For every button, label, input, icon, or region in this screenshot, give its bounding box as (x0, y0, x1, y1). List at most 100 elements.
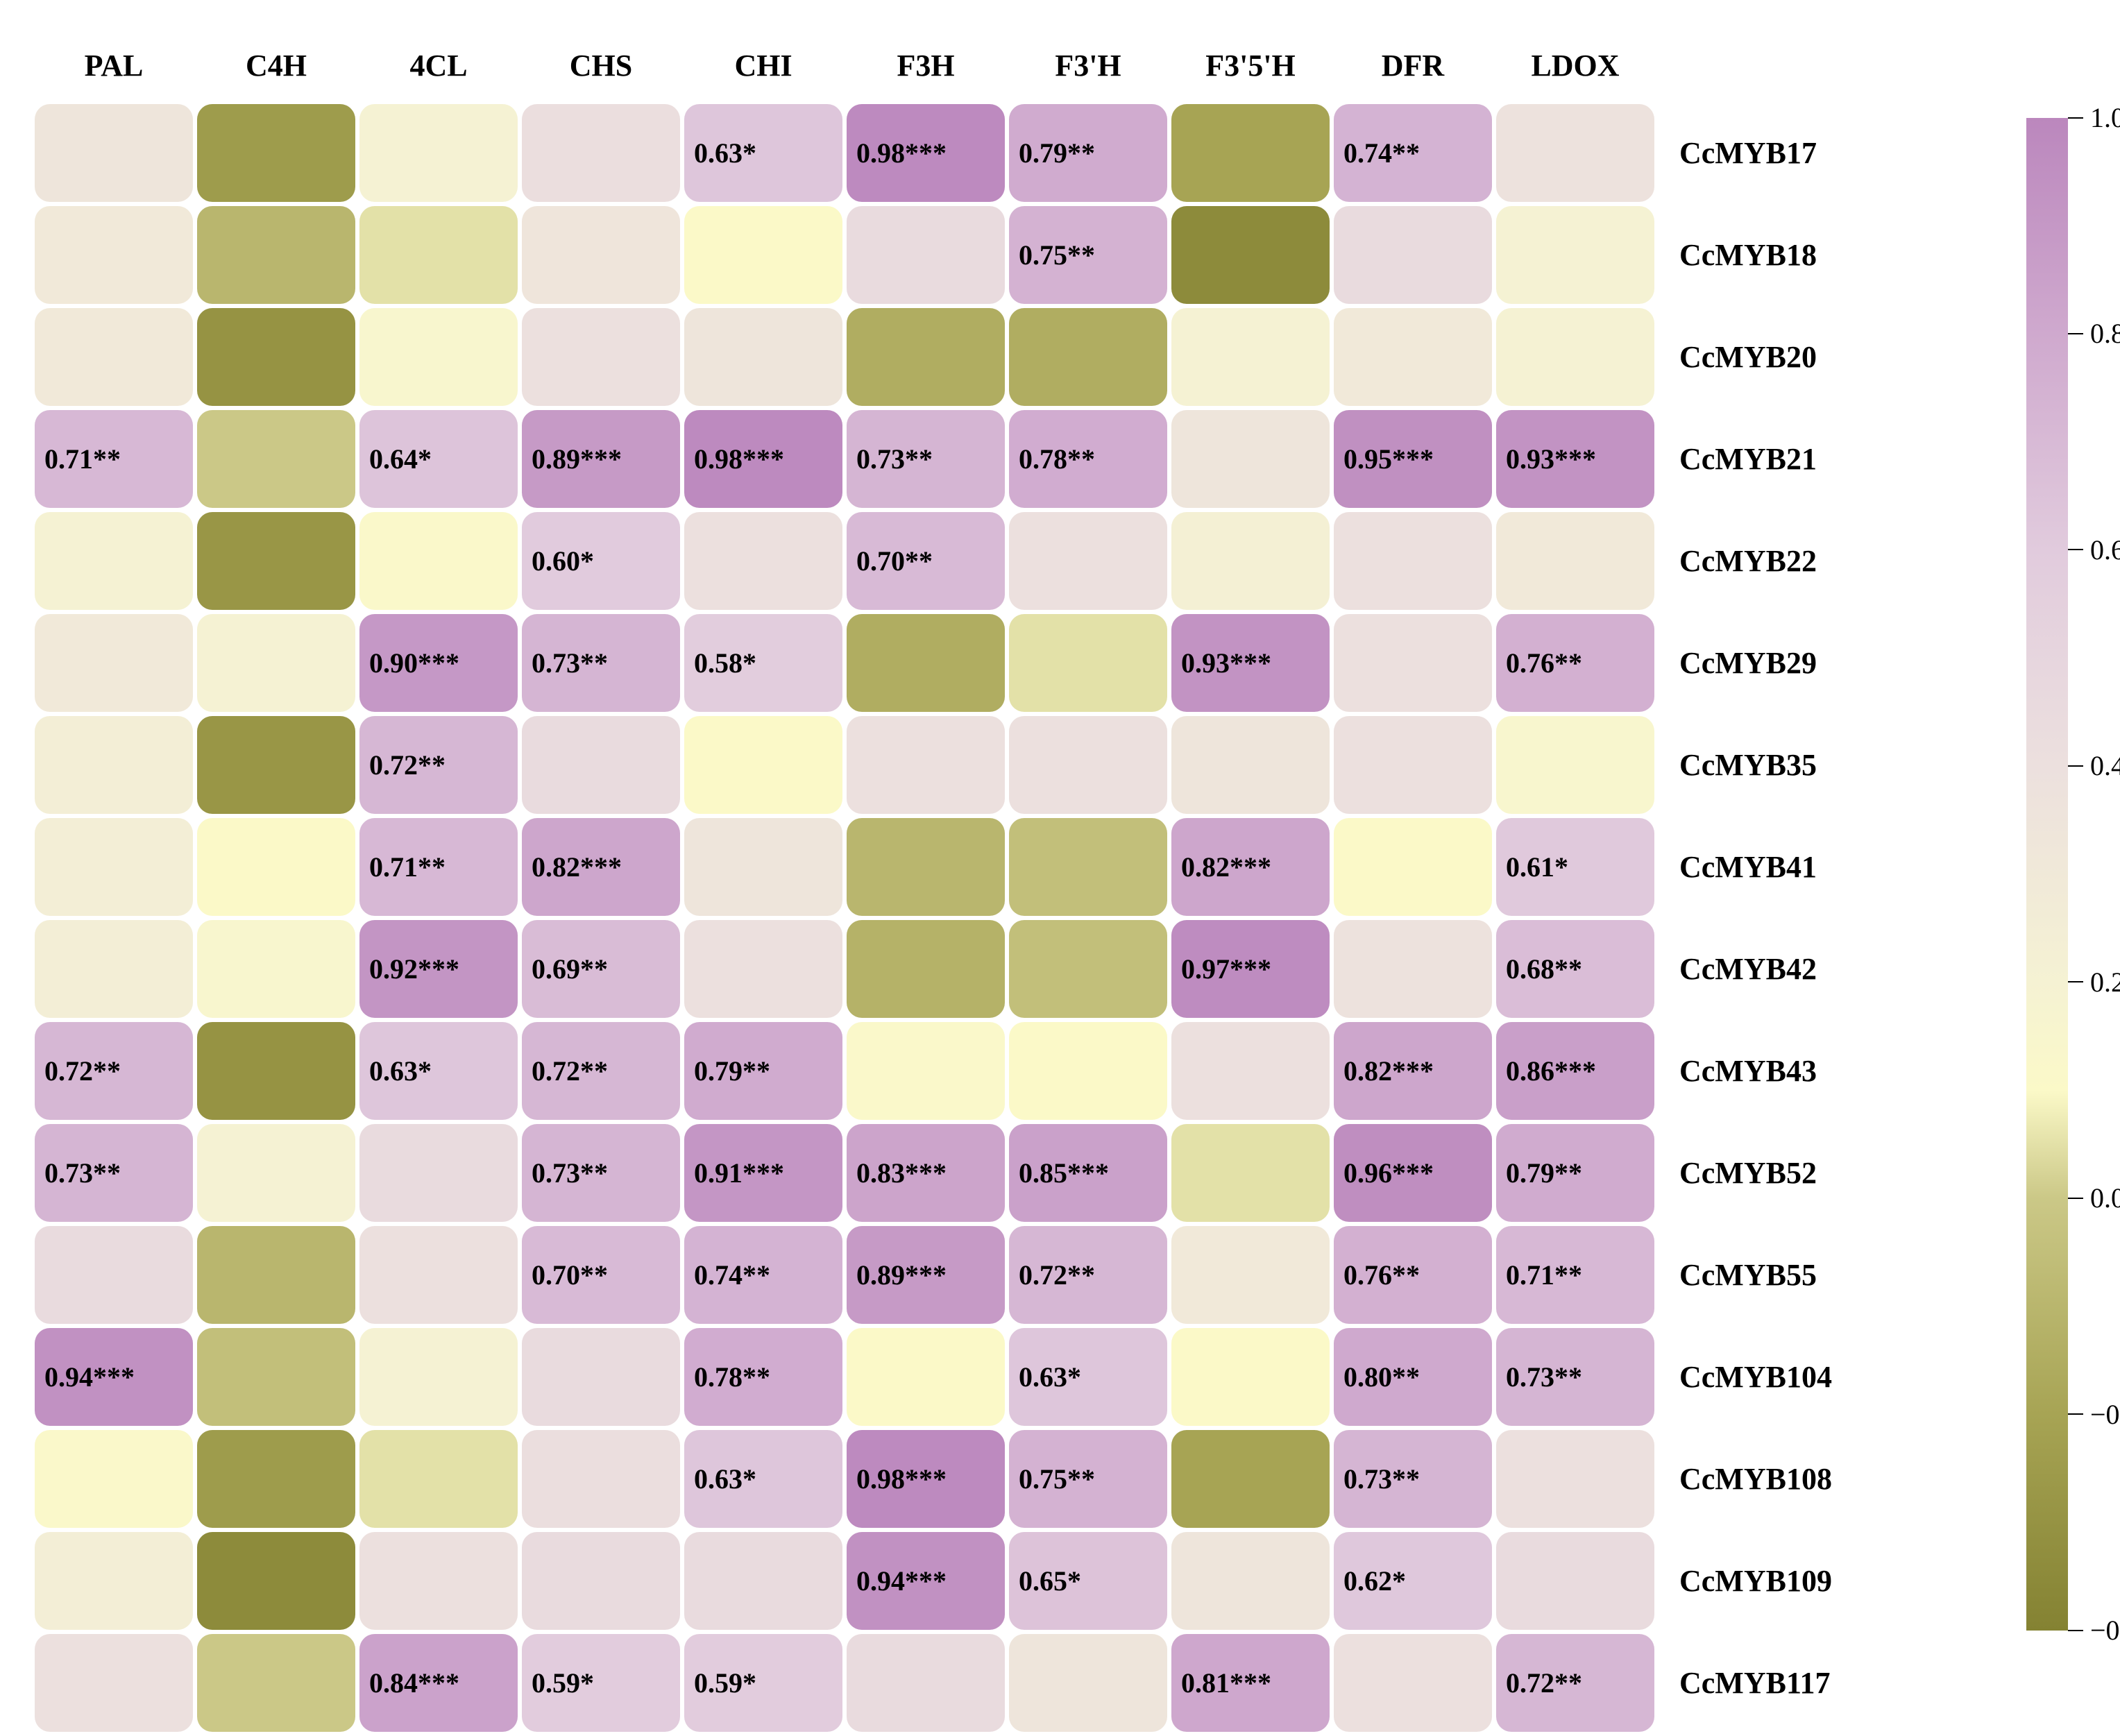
cell-value-label: 0.73** (856, 443, 933, 475)
heatmap-cell: 0.98*** (847, 104, 1005, 202)
heatmap-cell: 0.93*** (1171, 614, 1330, 712)
heatmap-cell: 0.71** (35, 410, 193, 508)
heatmap-cell (1171, 1532, 1330, 1630)
heatmap-cell (1009, 716, 1167, 814)
heatmap-cell: 0.81*** (1171, 1634, 1330, 1732)
row-label: CcMYB35 (1679, 716, 1832, 814)
heatmap-row: 0.72** (35, 716, 1659, 814)
heatmap-cell (1496, 716, 1654, 814)
heatmap-cell (197, 410, 355, 508)
colorbar-tick-label: −0.20 (2090, 1398, 2120, 1431)
heatmap-cell (847, 1634, 1005, 1732)
heatmap-cell (1496, 206, 1654, 304)
cell-value-label: 0.62* (1343, 1565, 1406, 1597)
colorbar-tick: 1.00 (2068, 101, 2120, 134)
cell-value-label: 0.92*** (369, 953, 459, 985)
heatmap-cell (1009, 512, 1167, 610)
heatmap-cell: 0.64* (359, 410, 518, 508)
heatmap-row: 0.75** (35, 206, 1659, 304)
heatmap-cell: 0.92*** (359, 920, 518, 1018)
cell-value-label: 0.72** (1019, 1259, 1095, 1291)
cell-value-label: 0.93*** (1506, 443, 1596, 475)
cell-value-label: 0.89*** (856, 1259, 947, 1291)
heatmap-cell (359, 104, 518, 202)
heatmap-cell (847, 716, 1005, 814)
heatmap-cell: 0.94*** (847, 1532, 1005, 1630)
row-label: CcMYB52 (1679, 1124, 1832, 1222)
cell-value-label: 0.98*** (856, 137, 947, 169)
heatmap-row: 0.71**0.82***0.82***0.61* (35, 818, 1659, 916)
tick-mark-icon (2068, 1630, 2083, 1631)
row-label: CcMYB20 (1679, 308, 1832, 406)
heatmap-cell: 0.72** (522, 1022, 680, 1120)
heatmap-cell (197, 206, 355, 304)
heatmap-cell: 0.74** (1334, 104, 1492, 202)
cell-value-label: 0.73** (532, 647, 608, 679)
heatmap-cell: 0.79** (1496, 1124, 1654, 1222)
tick-mark-icon (2068, 1198, 2083, 1199)
cell-value-label: 0.74** (694, 1259, 770, 1291)
column-header: PAL (35, 28, 193, 104)
heatmap-cell (1496, 1430, 1654, 1528)
row-label: CcMYB21 (1679, 410, 1832, 508)
colorbar-block: 1.000.800.600.400.200.00−0.20−0.40 (2026, 118, 2120, 1631)
row-label: CcMYB109 (1679, 1532, 1832, 1630)
heatmap-cell (359, 1124, 518, 1222)
heatmap-row: 0.60*0.70** (35, 512, 1659, 610)
heatmap-cell: 0.62* (1334, 1532, 1492, 1630)
heatmap-cell: 0.71** (1496, 1226, 1654, 1324)
heatmap-cell: 0.72** (35, 1022, 193, 1120)
colorbar-gradient (2026, 118, 2068, 1631)
heatmap-cell (35, 818, 193, 916)
heatmap-cell: 0.72** (1009, 1226, 1167, 1324)
cell-value-label: 0.70** (856, 545, 933, 577)
cell-value-label: 0.63* (1019, 1361, 1081, 1393)
cell-value-label: 0.95*** (1343, 443, 1434, 475)
heatmap-cell (684, 512, 842, 610)
heatmap-cell: 0.78** (684, 1328, 842, 1426)
heatmap-cell (35, 614, 193, 712)
heatmap-cell (359, 1226, 518, 1324)
heatmap-cell (359, 308, 518, 406)
tick-mark-icon (2068, 765, 2083, 767)
cell-value-label: 0.59* (694, 1667, 756, 1699)
heatmap-cell (684, 308, 842, 406)
cell-value-label: 0.68** (1506, 953, 1582, 985)
heatmap-cell (35, 1226, 193, 1324)
heatmap-cell (35, 1634, 193, 1732)
heatmap-cell (847, 1022, 1005, 1120)
heatmap-cell (1171, 308, 1330, 406)
heatmap-cell: 0.91*** (684, 1124, 842, 1222)
cell-value-label: 0.98*** (694, 443, 784, 475)
cell-value-label: 0.71** (1506, 1259, 1582, 1291)
heatmap-cell (197, 1328, 355, 1426)
heatmap-cell (35, 1430, 193, 1528)
heatmap-cell (847, 206, 1005, 304)
heatmap-cell (847, 920, 1005, 1018)
heatmap-cell: 0.89*** (847, 1226, 1005, 1324)
cell-value-label: 0.82*** (1181, 851, 1271, 883)
grid-and-row-labels: 0.63*0.98***0.79**0.74**0.75**0.71**0.64… (35, 104, 1832, 1736)
heatmap-cell (197, 308, 355, 406)
tick-mark-icon (2068, 333, 2083, 334)
heatmap-cell (1009, 308, 1167, 406)
heatmap-cell (1009, 614, 1167, 712)
heatmap-row: 0.63*0.98***0.79**0.74** (35, 104, 1659, 202)
heatmap-cell: 0.83*** (847, 1124, 1005, 1222)
heatmap-cell (35, 920, 193, 1018)
heatmap-row: 0.73**0.73**0.91***0.83***0.85***0.96***… (35, 1124, 1659, 1222)
heatmap-cell (359, 1328, 518, 1426)
heatmap-cell (1334, 1634, 1492, 1732)
heatmap-cell: 0.63* (1009, 1328, 1167, 1426)
cell-value-label: 0.80** (1343, 1361, 1420, 1393)
heatmap-cell (1334, 920, 1492, 1018)
heatmap-row: 0.71**0.64*0.89***0.98***0.73**0.78**0.9… (35, 410, 1659, 508)
heatmap-cell: 0.82*** (1171, 818, 1330, 916)
cell-value-label: 0.63* (694, 137, 756, 169)
heatmap-cell (197, 512, 355, 610)
heatmap-cell (359, 1430, 518, 1528)
cell-value-label: 0.59* (532, 1667, 594, 1699)
heatmap-cell: 0.61* (1496, 818, 1654, 916)
tick-mark-icon (2068, 117, 2083, 119)
heatmap-cell (1334, 512, 1492, 610)
